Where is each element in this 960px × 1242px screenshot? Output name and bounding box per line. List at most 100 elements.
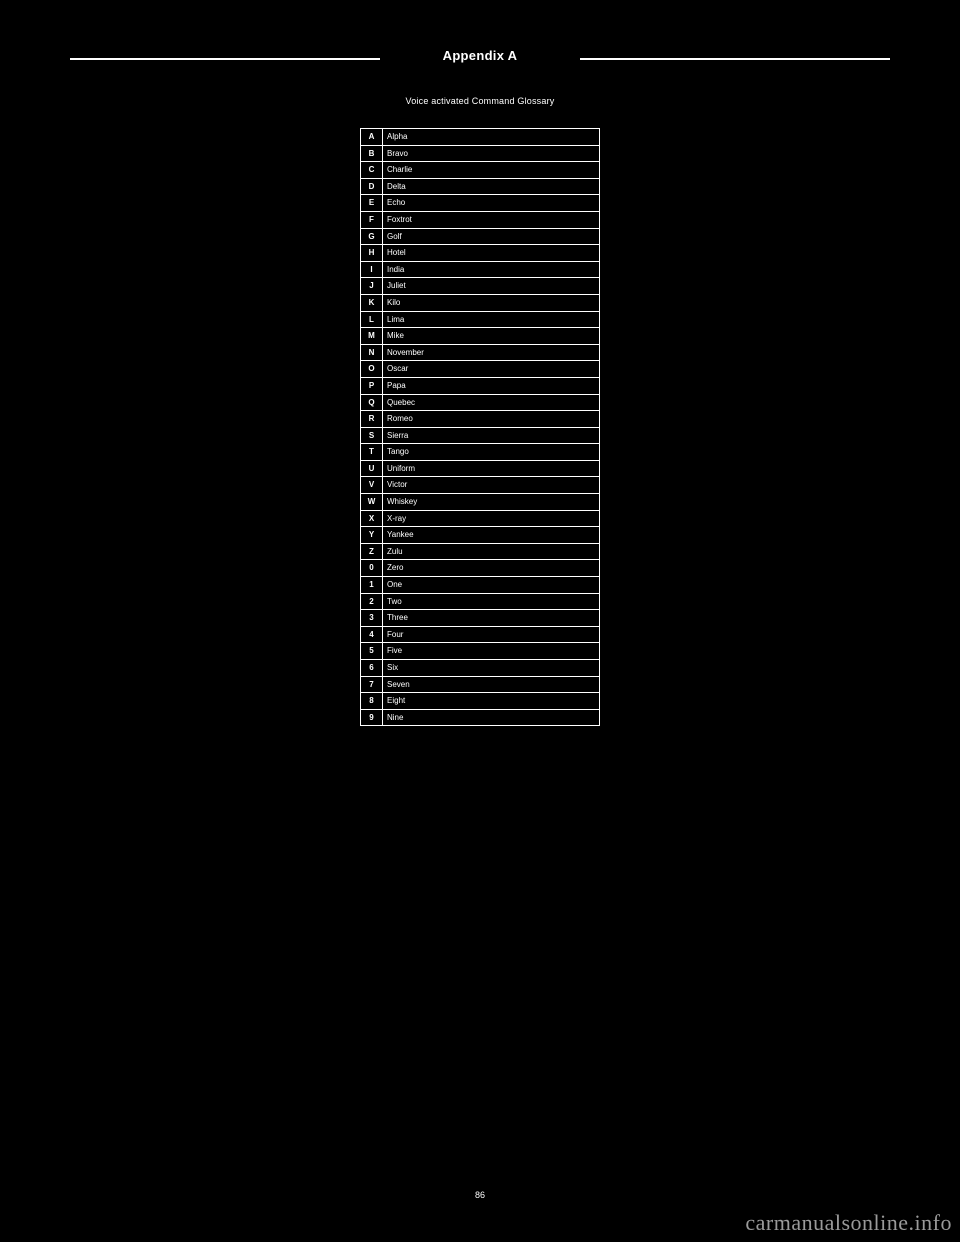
glossary-letter: T [361,444,383,461]
table-row: YYankee [361,527,600,544]
table-row: IIndia [361,261,600,278]
glossary-term: Eight [383,693,600,710]
glossary-letter: D [361,178,383,195]
table-row: CCharlie [361,162,600,179]
glossary-term: Romeo [383,411,600,428]
glossary-term: Mike [383,328,600,345]
glossary-term: Zulu [383,543,600,560]
glossary-letter: 7 [361,676,383,693]
glossary-term: Three [383,610,600,627]
page: Appendix A Voice activated Command Gloss… [0,0,960,1242]
table-row: OOscar [361,361,600,378]
glossary-letter: V [361,477,383,494]
header-title: Appendix A [0,48,960,63]
glossary-letter: B [361,145,383,162]
glossary-term: Nine [383,709,600,726]
glossary-letter: J [361,278,383,295]
glossary-term: Bravo [383,145,600,162]
table-row: AAlpha [361,129,600,146]
page-number: 86 [0,1190,960,1200]
table-row: NNovember [361,344,600,361]
table-row: 7Seven [361,676,600,693]
glossary-table-wrap: AAlphaBBravoCCharlieDDeltaEEchoFFoxtrotG… [360,128,600,726]
table-row: 0Zero [361,560,600,577]
table-row: 1One [361,577,600,594]
glossary-letter: 2 [361,593,383,610]
glossary-letter: G [361,228,383,245]
table-row: FFoxtrot [361,211,600,228]
glossary-letter: K [361,294,383,311]
glossary-term: Echo [383,195,600,212]
glossary-term: Foxtrot [383,211,600,228]
glossary-letter: X [361,510,383,527]
table-row: KKilo [361,294,600,311]
table-row: UUniform [361,460,600,477]
glossary-letter: U [361,460,383,477]
table-row: BBravo [361,145,600,162]
glossary-term: Golf [383,228,600,245]
glossary-letter: M [361,328,383,345]
glossary-letter: 1 [361,577,383,594]
glossary-table: AAlphaBBravoCCharlieDDeltaEEchoFFoxtrotG… [360,128,600,726]
table-row: 3Three [361,610,600,627]
glossary-letter: W [361,494,383,511]
glossary-letter: H [361,245,383,262]
glossary-term: Seven [383,676,600,693]
glossary-term: Whiskey [383,494,600,511]
header-subtitle: Voice activated Command Glossary [0,96,960,106]
glossary-term: Kilo [383,294,600,311]
table-row: XX-ray [361,510,600,527]
table-row: GGolf [361,228,600,245]
table-row: SSierra [361,427,600,444]
glossary-term: November [383,344,600,361]
table-row: 6Six [361,660,600,677]
glossary-letter: R [361,411,383,428]
glossary-letter: L [361,311,383,328]
table-row: 2Two [361,593,600,610]
glossary-term: Alpha [383,129,600,146]
table-row: ZZulu [361,543,600,560]
glossary-letter: 9 [361,709,383,726]
glossary-letter: E [361,195,383,212]
glossary-term: Quebec [383,394,600,411]
table-row: MMike [361,328,600,345]
glossary-letter: Y [361,527,383,544]
table-row: 4Four [361,626,600,643]
glossary-term: India [383,261,600,278]
glossary-letter: I [361,261,383,278]
glossary-term: Two [383,593,600,610]
table-row: WWhiskey [361,494,600,511]
glossary-term: Delta [383,178,600,195]
glossary-term: Yankee [383,527,600,544]
glossary-term: Sierra [383,427,600,444]
glossary-letter: 3 [361,610,383,627]
table-row: LLima [361,311,600,328]
glossary-letter: Z [361,543,383,560]
table-row: 8Eight [361,693,600,710]
table-row: 9Nine [361,709,600,726]
glossary-term: X-ray [383,510,600,527]
glossary-term: Hotel [383,245,600,262]
table-row: RRomeo [361,411,600,428]
glossary-term: Lima [383,311,600,328]
glossary-letter: S [361,427,383,444]
table-row: VVictor [361,477,600,494]
table-row: JJuliet [361,278,600,295]
table-row: EEcho [361,195,600,212]
glossary-letter: A [361,129,383,146]
watermark: carmanualsonline.info [745,1210,952,1236]
table-row: HHotel [361,245,600,262]
glossary-term: Five [383,643,600,660]
glossary-letter: N [361,344,383,361]
glossary-term: Six [383,660,600,677]
glossary-term: Uniform [383,460,600,477]
glossary-letter: 6 [361,660,383,677]
table-row: PPapa [361,377,600,394]
glossary-term: Zero [383,560,600,577]
table-row: QQuebec [361,394,600,411]
glossary-letter: C [361,162,383,179]
glossary-term: Tango [383,444,600,461]
table-row: 5Five [361,643,600,660]
glossary-term: Papa [383,377,600,394]
glossary-term: Charlie [383,162,600,179]
